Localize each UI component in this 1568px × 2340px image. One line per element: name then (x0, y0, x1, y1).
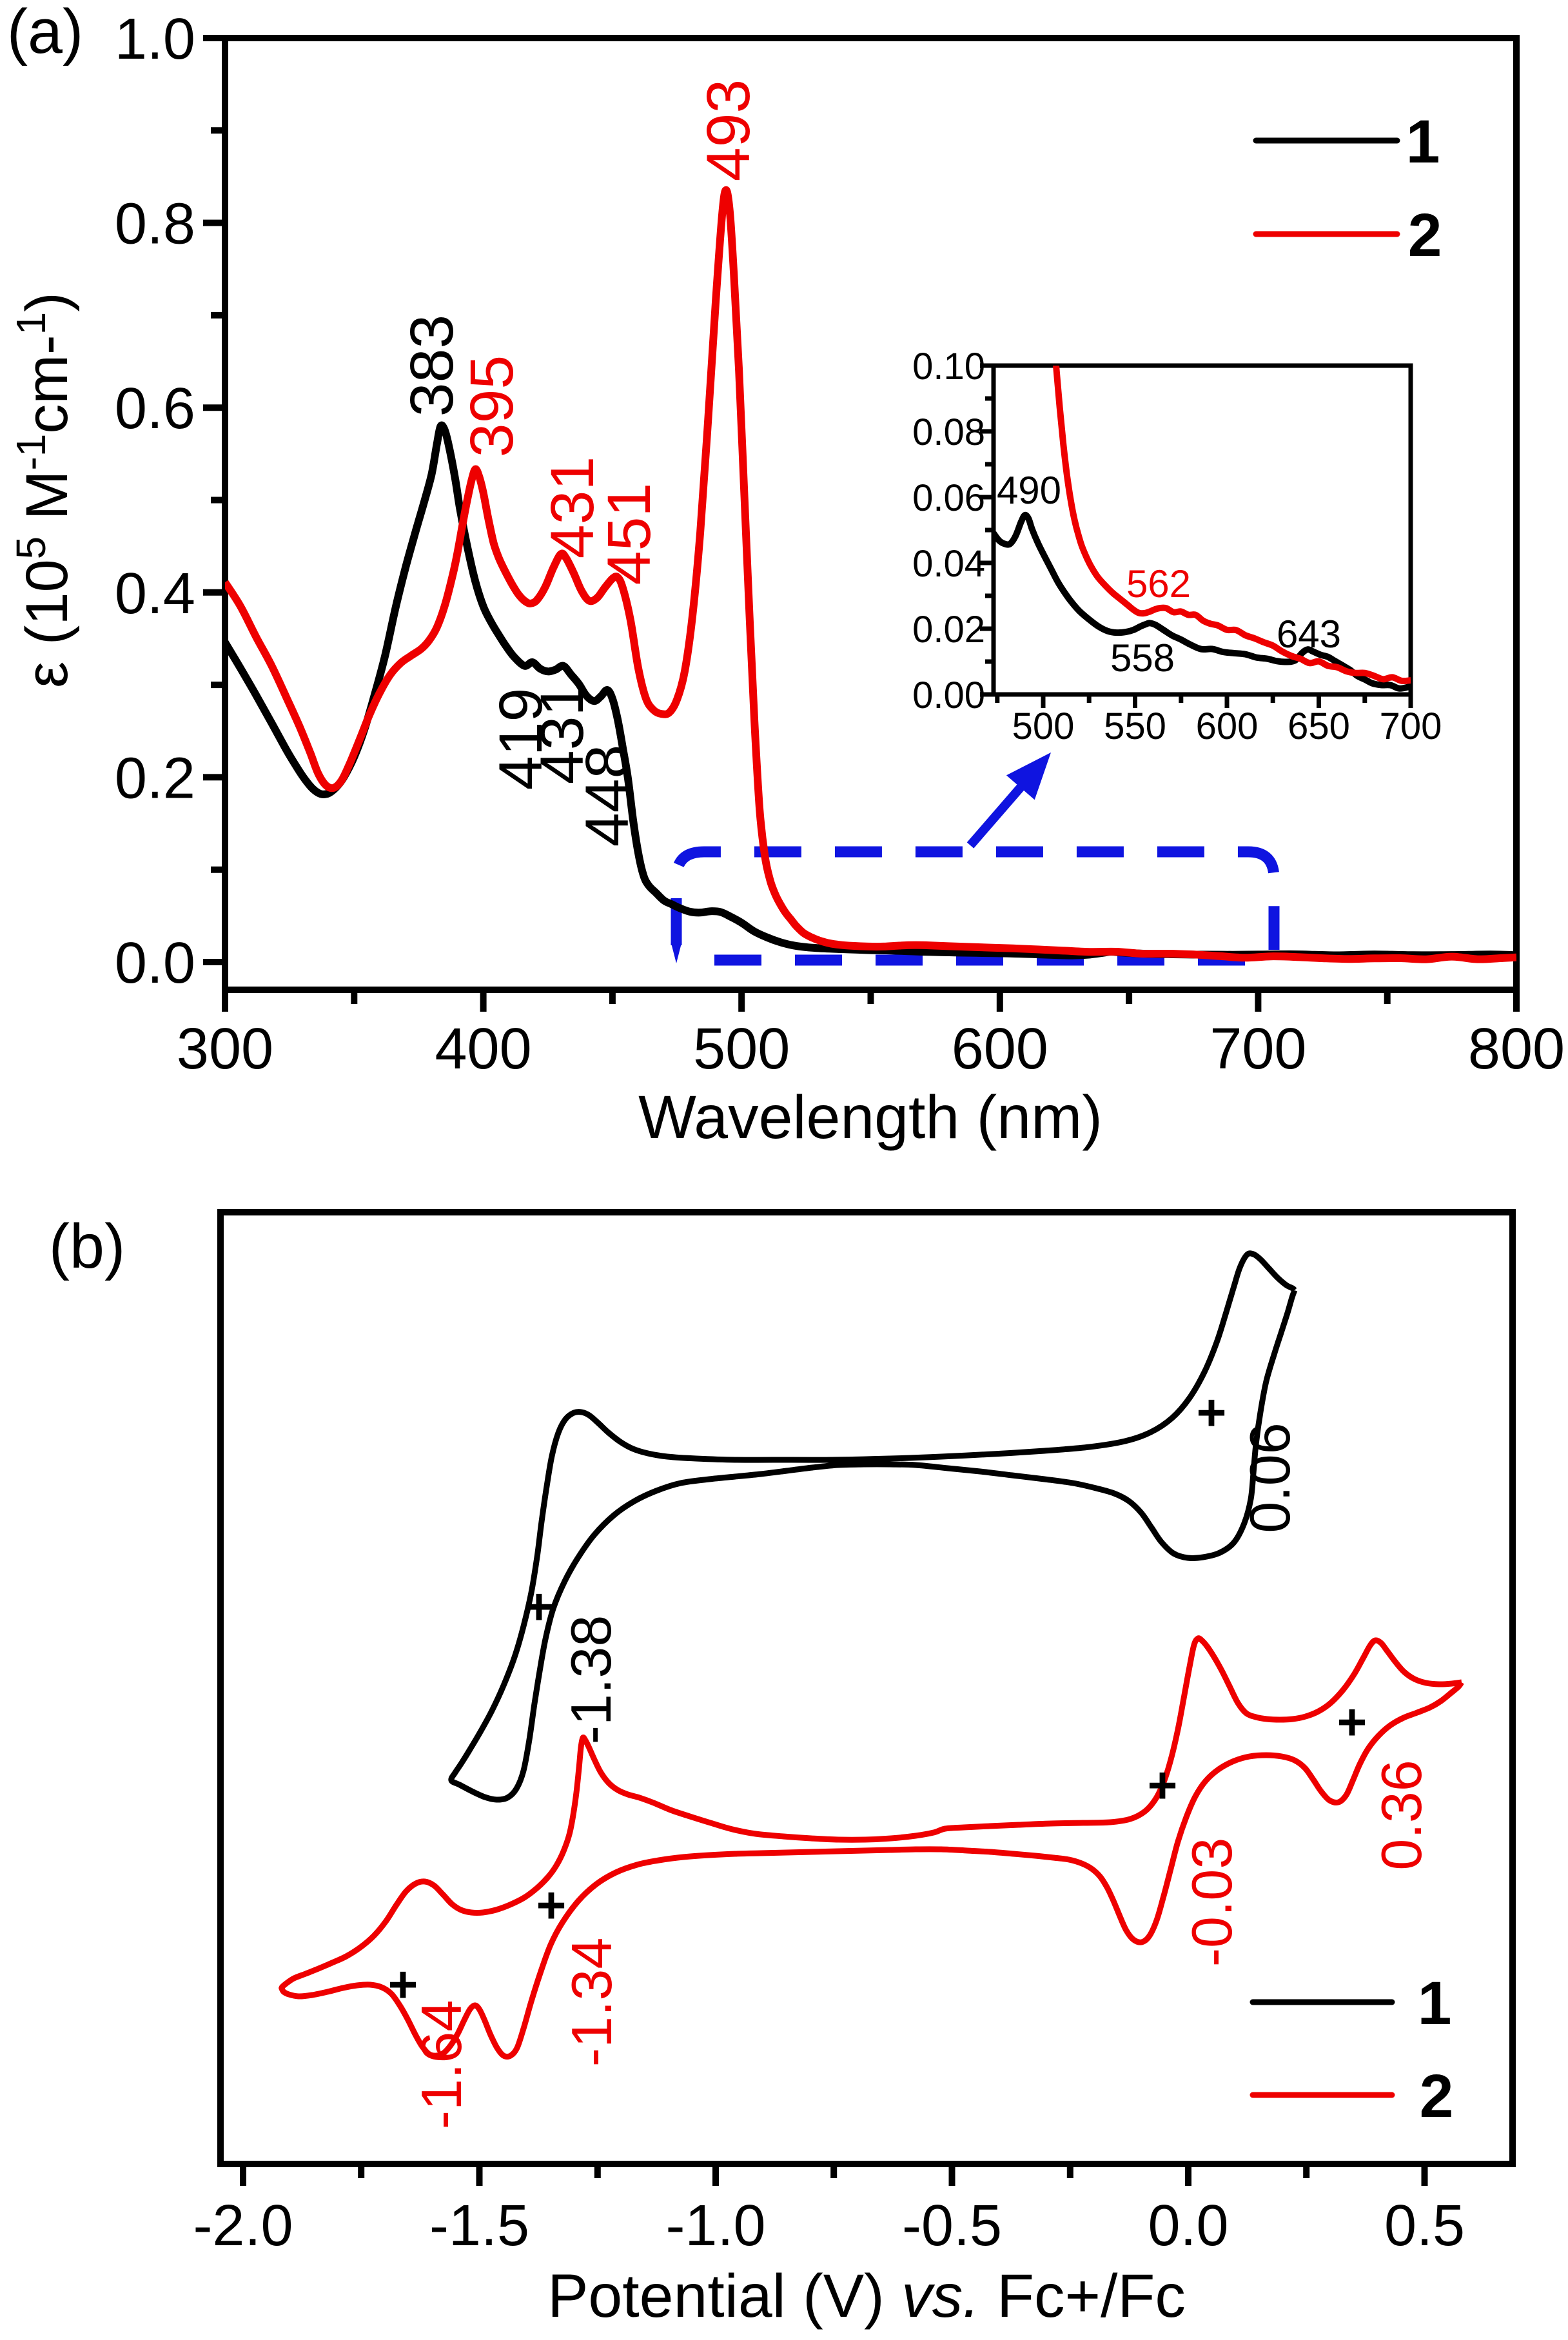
svg-text:500: 500 (693, 1017, 790, 1081)
svg-text:0.08: 0.08 (912, 411, 985, 453)
svg-text:493: 493 (694, 79, 763, 182)
svg-text:-2.0: -2.0 (193, 2194, 293, 2258)
svg-text:-1.0: -1.0 (665, 2194, 765, 2258)
svg-text:0.5: 0.5 (1384, 2194, 1465, 2258)
svg-text:Wavelength (nm): Wavelength (nm) (638, 1083, 1102, 1152)
svg-text:700: 700 (1380, 705, 1442, 747)
svg-text:2: 2 (1420, 2062, 1454, 2130)
svg-text:0.36: 0.36 (1369, 1760, 1433, 1870)
svg-text:1: 1 (1418, 1969, 1452, 2038)
svg-text:800: 800 (1468, 1017, 1565, 1081)
svg-text:+: + (536, 1876, 567, 1934)
svg-text:-1.64: -1.64 (409, 2000, 473, 2130)
svg-text:+: + (1337, 1693, 1367, 1751)
svg-text:0.06: 0.06 (1238, 1422, 1302, 1533)
svg-text:(b): (b) (49, 1211, 126, 1281)
svg-text:0.04: 0.04 (912, 543, 985, 585)
svg-text:0.0: 0.0 (1148, 2194, 1228, 2258)
svg-text:Potential (V) vs. Fc+/Fc: Potential (V) vs. Fc+/Fc (547, 2262, 1186, 2330)
svg-text:-1.38: -1.38 (559, 1615, 623, 1745)
svg-text:643: 643 (1277, 613, 1341, 656)
svg-text:-1.5: -1.5 (429, 2194, 529, 2258)
svg-text:300: 300 (177, 1017, 273, 1081)
svg-text:-0.03: -0.03 (1180, 1838, 1244, 1967)
svg-text:0.00: 0.00 (912, 674, 985, 716)
svg-text:ε (105 M-1cm-1): ε (105 M-1cm-1) (8, 292, 80, 688)
svg-text:0.10: 0.10 (912, 346, 985, 388)
svg-text:700: 700 (1210, 1017, 1306, 1081)
svg-text:0.8: 0.8 (115, 192, 195, 257)
svg-text:431: 431 (528, 682, 596, 785)
svg-text:395: 395 (458, 355, 526, 458)
svg-text:600: 600 (952, 1017, 1048, 1081)
svg-text:650: 650 (1288, 705, 1350, 747)
svg-text:+: + (1197, 1384, 1227, 1441)
svg-text:600: 600 (1196, 705, 1259, 747)
svg-text:0.6: 0.6 (115, 377, 195, 441)
svg-text:0.0: 0.0 (115, 931, 195, 996)
svg-text:562: 562 (1126, 562, 1191, 605)
svg-text:431: 431 (538, 457, 607, 559)
svg-text:+: + (1148, 1756, 1178, 1814)
svg-text:-0.5: -0.5 (902, 2194, 1002, 2258)
svg-text:558: 558 (1110, 636, 1175, 680)
svg-text:-1.34: -1.34 (560, 1938, 623, 2067)
svg-text:500: 500 (1012, 705, 1075, 747)
svg-text:+: + (524, 1578, 554, 1635)
svg-text:550: 550 (1104, 705, 1166, 747)
svg-text:(a): (a) (7, 0, 84, 66)
svg-text:451: 451 (595, 483, 663, 585)
svg-text:400: 400 (435, 1017, 532, 1081)
svg-text:2: 2 (1408, 201, 1442, 270)
svg-text:1.0: 1.0 (115, 7, 195, 72)
svg-text:1: 1 (1406, 108, 1440, 176)
svg-text:490: 490 (997, 469, 1061, 512)
svg-text:0.02: 0.02 (912, 609, 985, 651)
svg-text:419: 419 (487, 688, 555, 791)
svg-text:383: 383 (398, 315, 466, 417)
svg-text:+: + (388, 1956, 418, 2013)
svg-text:0.2: 0.2 (115, 746, 195, 811)
svg-text:448: 448 (573, 745, 642, 847)
svg-text:0.4: 0.4 (115, 562, 195, 626)
svg-text:0.06: 0.06 (912, 477, 985, 519)
